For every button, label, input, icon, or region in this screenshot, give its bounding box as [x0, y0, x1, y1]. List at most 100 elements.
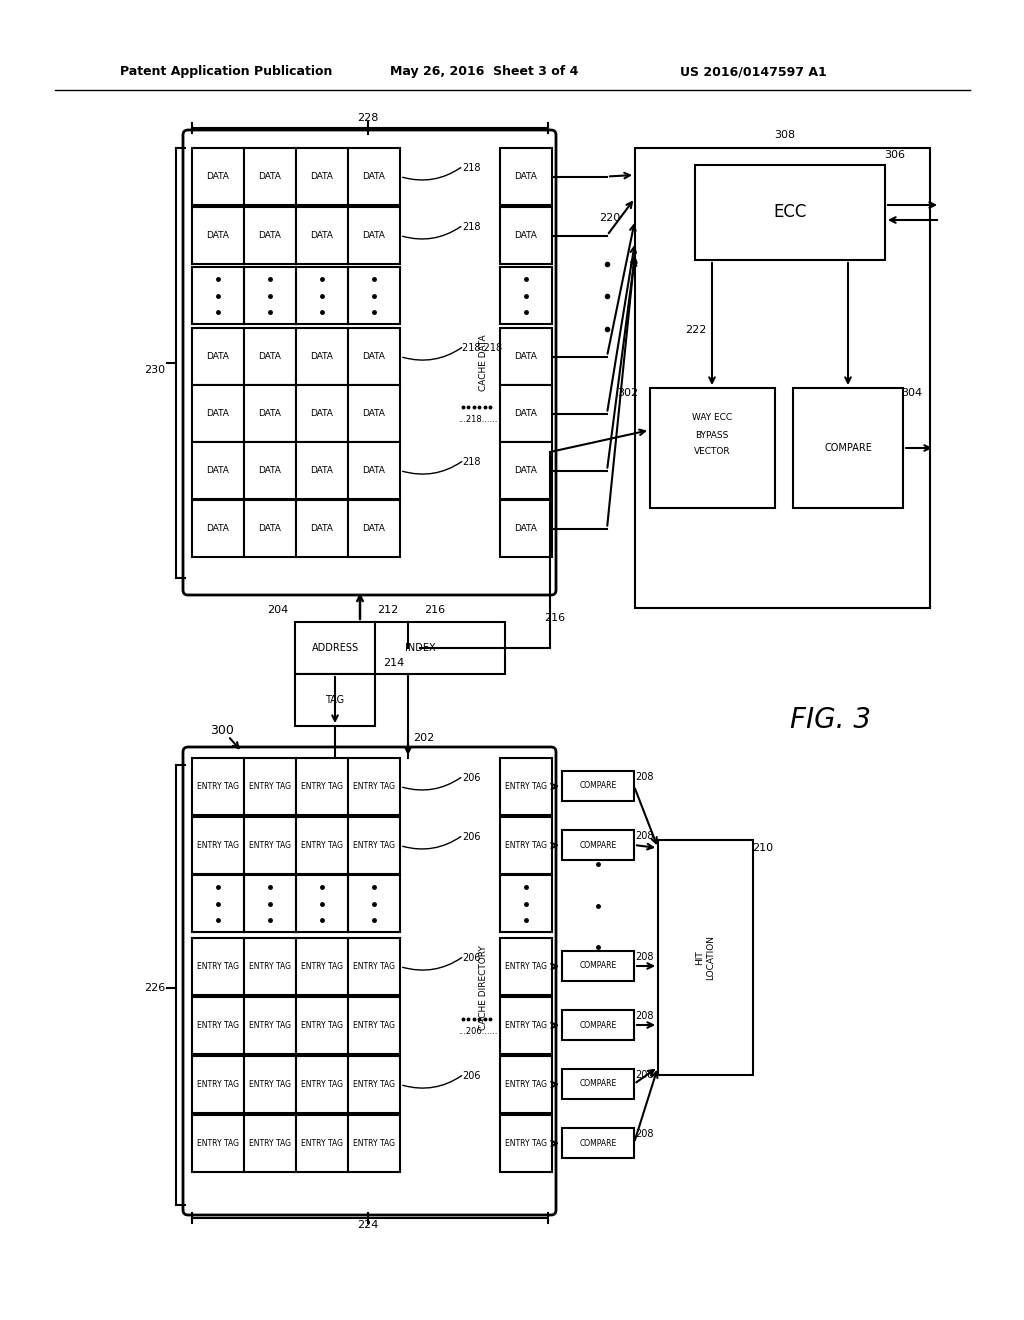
Text: WAY ECC: WAY ECC — [692, 413, 732, 422]
Bar — [296, 385, 348, 442]
Text: 216: 216 — [545, 612, 565, 623]
Bar — [348, 758, 400, 814]
Text: US 2016/0147597 A1: US 2016/0147597 A1 — [680, 66, 826, 78]
Text: DATA: DATA — [515, 352, 538, 360]
Text: 220: 220 — [599, 213, 621, 223]
Text: 206: 206 — [462, 953, 480, 964]
Bar — [296, 500, 348, 557]
Text: ENTRY TAG: ENTRY TAG — [249, 1139, 291, 1148]
Text: ENTRY TAG: ENTRY TAG — [353, 1139, 395, 1148]
Bar — [244, 758, 296, 814]
Text: 218: 218 — [462, 222, 480, 232]
Text: Patent Application Publication: Patent Application Publication — [120, 66, 333, 78]
Text: ENTRY TAG: ENTRY TAG — [301, 962, 343, 972]
Bar — [793, 388, 903, 508]
Bar — [193, 385, 244, 442]
Bar — [348, 1056, 400, 1113]
Text: 218: 218 — [462, 162, 480, 173]
Text: DATA: DATA — [310, 231, 334, 240]
Text: DATA: DATA — [515, 524, 538, 533]
Bar — [500, 207, 552, 264]
Text: ENTRY TAG: ENTRY TAG — [197, 1139, 239, 1148]
Bar — [562, 950, 634, 981]
Bar — [500, 442, 552, 499]
Text: ENTRY TAG: ENTRY TAG — [505, 962, 547, 972]
Bar — [562, 830, 634, 861]
Bar — [295, 675, 375, 726]
Text: DATA: DATA — [259, 409, 282, 418]
Bar — [562, 1010, 634, 1040]
Bar — [296, 327, 348, 385]
Bar — [296, 442, 348, 499]
Bar — [348, 997, 400, 1053]
Text: 218: 218 — [462, 457, 480, 467]
Text: 304: 304 — [901, 388, 923, 399]
Bar — [296, 758, 348, 814]
Text: DATA: DATA — [207, 352, 229, 360]
Text: DATA: DATA — [362, 172, 385, 181]
Text: ENTRY TAG: ENTRY TAG — [505, 781, 547, 791]
Text: ENTRY TAG: ENTRY TAG — [197, 841, 239, 850]
Bar — [296, 997, 348, 1053]
Text: ENTRY TAG: ENTRY TAG — [301, 1080, 343, 1089]
Bar — [296, 148, 348, 205]
Text: 302: 302 — [616, 388, 638, 399]
Bar — [193, 997, 244, 1053]
Text: 204: 204 — [266, 605, 288, 615]
Text: 208: 208 — [635, 1071, 653, 1080]
Text: 214: 214 — [383, 657, 404, 668]
Text: ...206......: ...206...... — [458, 1027, 498, 1036]
Text: ENTRY TAG: ENTRY TAG — [301, 1139, 343, 1148]
Text: 306: 306 — [885, 150, 905, 160]
Text: VECTOR: VECTOR — [693, 447, 730, 457]
Text: INDEX: INDEX — [404, 643, 435, 653]
Text: DATA: DATA — [515, 409, 538, 418]
Text: 206: 206 — [462, 832, 480, 842]
Bar — [193, 939, 244, 995]
Text: ENTRY TAG: ENTRY TAG — [505, 841, 547, 850]
Text: 202: 202 — [413, 733, 434, 743]
Bar — [348, 442, 400, 499]
Text: ENTRY TAG: ENTRY TAG — [353, 962, 395, 972]
Bar — [562, 771, 634, 801]
Text: ENTRY TAG: ENTRY TAG — [505, 1080, 547, 1089]
Text: CACHE DATA: CACHE DATA — [478, 335, 487, 391]
Text: DATA: DATA — [259, 524, 282, 533]
Text: 222: 222 — [686, 325, 707, 335]
Text: COMPARE: COMPARE — [580, 781, 616, 791]
Text: ENTRY TAG: ENTRY TAG — [505, 1020, 547, 1030]
Bar — [244, 442, 296, 499]
Text: DATA: DATA — [362, 231, 385, 240]
Bar — [348, 817, 400, 874]
Text: 230: 230 — [144, 366, 166, 375]
Bar — [562, 1069, 634, 1100]
Bar — [244, 997, 296, 1053]
Bar — [244, 939, 296, 995]
Text: 206: 206 — [462, 774, 480, 783]
Bar — [193, 817, 244, 874]
Bar — [193, 758, 244, 814]
Text: 228: 228 — [357, 114, 379, 123]
Text: 208: 208 — [635, 952, 653, 962]
Bar — [193, 442, 244, 499]
Text: ENTRY TAG: ENTRY TAG — [249, 1080, 291, 1089]
Bar — [193, 1056, 244, 1113]
Bar — [295, 622, 505, 675]
Text: 212: 212 — [377, 605, 398, 615]
Text: 206: 206 — [462, 1071, 480, 1081]
Text: DATA: DATA — [259, 352, 282, 360]
Text: 208: 208 — [635, 1129, 653, 1139]
Text: ENTRY TAG: ENTRY TAG — [197, 1020, 239, 1030]
Text: ENTRY TAG: ENTRY TAG — [249, 962, 291, 972]
Bar — [244, 327, 296, 385]
Text: DATA: DATA — [259, 231, 282, 240]
Text: ADDRESS: ADDRESS — [311, 643, 358, 653]
Text: DATA: DATA — [515, 466, 538, 475]
Bar — [650, 388, 775, 508]
Bar — [500, 148, 552, 205]
Bar — [348, 1115, 400, 1172]
Bar — [193, 500, 244, 557]
Bar — [244, 1056, 296, 1113]
Text: HIT
LOCATION: HIT LOCATION — [695, 935, 715, 979]
Bar — [244, 1115, 296, 1172]
